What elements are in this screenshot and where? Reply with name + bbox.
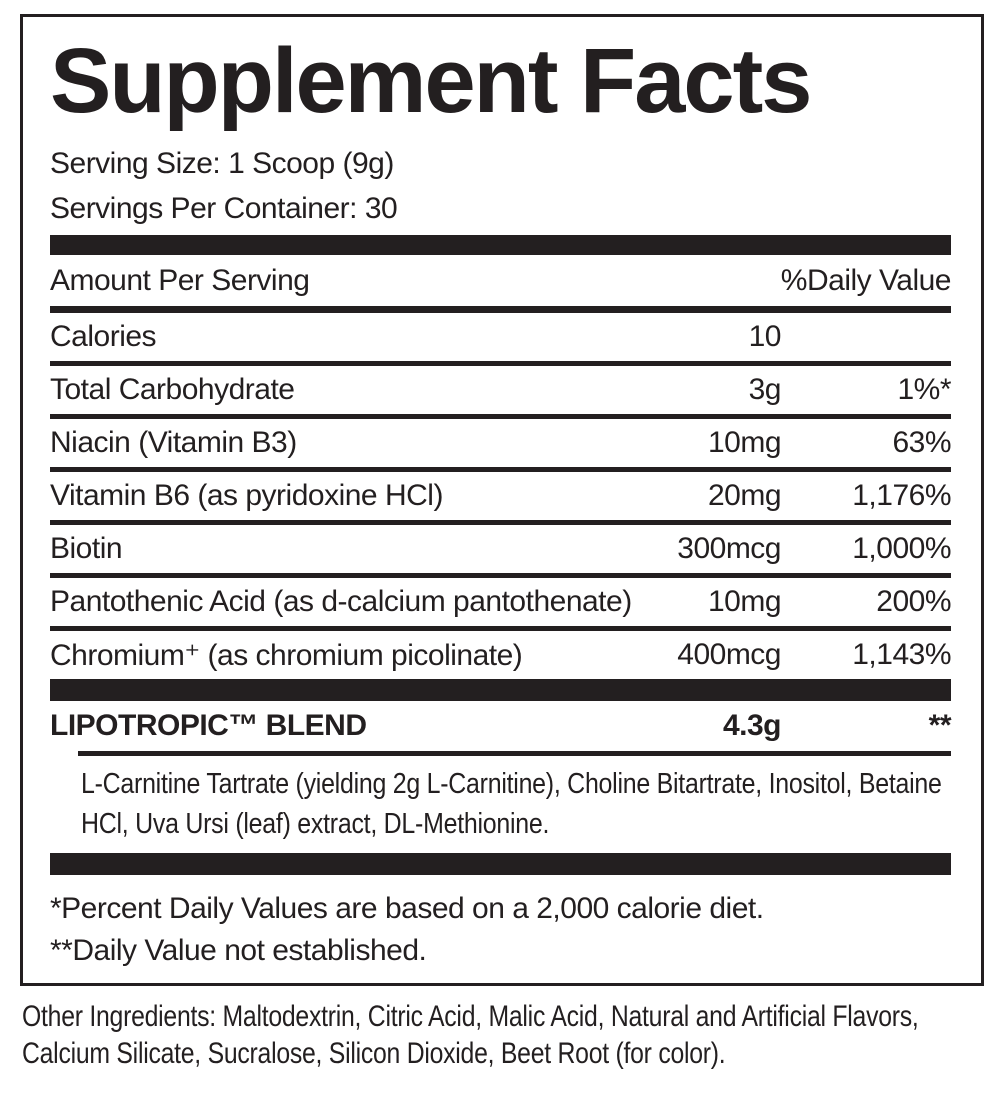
nutrient-name: Pantothenic Acid (as d-calcium pantothen… xyxy=(50,585,632,618)
row-divider xyxy=(50,361,951,366)
column-header-amount-per-serving: Amount Per Serving xyxy=(50,263,310,297)
column-header-daily-value: %Daily Value xyxy=(780,263,952,297)
servings-per-container: Servings Per Container: 30 xyxy=(50,192,398,225)
nutrient-name: Total Carbohydrate xyxy=(50,373,295,406)
blend-name: LIPOTROPIC™ BLEND xyxy=(50,709,367,742)
nutrient-row-total-carbohydrate: Total Carbohydrate 3g 1%* xyxy=(50,366,952,414)
nutrient-daily-value: 1,000% xyxy=(852,532,951,565)
blend-daily-value: ** xyxy=(928,709,952,742)
footnotes: *Percent Daily Values are based on a 2,0… xyxy=(50,888,951,972)
nutrient-row-vitamin-b6: Vitamin B6 (as pyridoxine HCl) 20mg 1,17… xyxy=(50,472,952,520)
nutrient-row-calories: Calories 10 xyxy=(50,313,951,361)
blend-row: LIPOTROPIC™ BLEND 4.3g ** xyxy=(50,701,952,751)
label-title: Supplement Facts xyxy=(50,30,812,132)
blend-ingredients: L-Carnitine Tartrate (yielding 2g L-Carn… xyxy=(81,768,942,840)
nutrient-row-chromium: Chromium⁺ (as chromium picolinate) 400mc… xyxy=(50,631,952,679)
serving-size: Serving Size: 1 Scoop (9g) xyxy=(50,147,394,180)
separator-bar xyxy=(50,853,951,875)
footnote-percent-daily-values: *Percent Daily Values are based on a 2,0… xyxy=(50,892,764,925)
nutrient-amount: 20mg xyxy=(707,479,782,512)
nutrient-daily-value: 63% xyxy=(892,426,951,459)
row-divider xyxy=(50,626,951,631)
supplement-facts-panel: Supplement Facts Serving Size: 1 Scoop (… xyxy=(20,14,984,986)
row-divider xyxy=(50,414,951,419)
nutrient-daily-value: 1,143% xyxy=(852,638,951,671)
nutrient-amount: 300mcg xyxy=(677,532,781,565)
header-divider xyxy=(50,306,951,313)
row-divider xyxy=(50,573,951,578)
footnote-daily-value-not-established: **Daily Value not established. xyxy=(50,934,427,967)
nutrient-daily-value: 200% xyxy=(876,585,951,618)
nutrient-name: Calories xyxy=(50,320,157,353)
nutrient-row-biotin: Biotin 300mcg 1,000% xyxy=(50,525,952,573)
nutrient-amount: 400mcg xyxy=(677,638,781,671)
nutrient-amount: 10mg xyxy=(707,426,782,459)
serving-info: Serving Size: 1 Scoop (9g) Servings Per … xyxy=(50,141,951,231)
nutrient-name: Biotin xyxy=(50,532,123,565)
nutrient-amount: 10mg xyxy=(707,585,782,618)
nutrient-name: Niacin (Vitamin B3) xyxy=(50,426,297,459)
nutrient-amount: 10 xyxy=(748,320,782,353)
nutrient-row-pantothenic-acid: Pantothenic Acid (as d-calcium pantothen… xyxy=(50,578,952,626)
facts-header-row: Amount Per Serving %Daily Value xyxy=(50,255,952,306)
nutrient-daily-value: 1,176% xyxy=(852,479,951,512)
other-ingredients: Other Ingredients: Maltodextrin, Citric … xyxy=(22,1000,919,1070)
nutrient-name: Vitamin B6 (as pyridoxine HCl) xyxy=(50,479,443,512)
separator-bar xyxy=(50,679,951,701)
nutrient-daily-value: 1%* xyxy=(897,373,951,406)
blend-amount: 4.3g xyxy=(722,709,782,742)
row-divider xyxy=(50,467,951,472)
nutrient-amount: 3g xyxy=(748,373,782,406)
blend-divider xyxy=(78,751,951,756)
separator-bar xyxy=(50,235,951,255)
nutrient-row-niacin: Niacin (Vitamin B3) 10mg 63% xyxy=(50,419,952,467)
nutrient-name: Chromium⁺ (as chromium picolinate) xyxy=(50,638,523,672)
row-divider xyxy=(50,520,951,525)
